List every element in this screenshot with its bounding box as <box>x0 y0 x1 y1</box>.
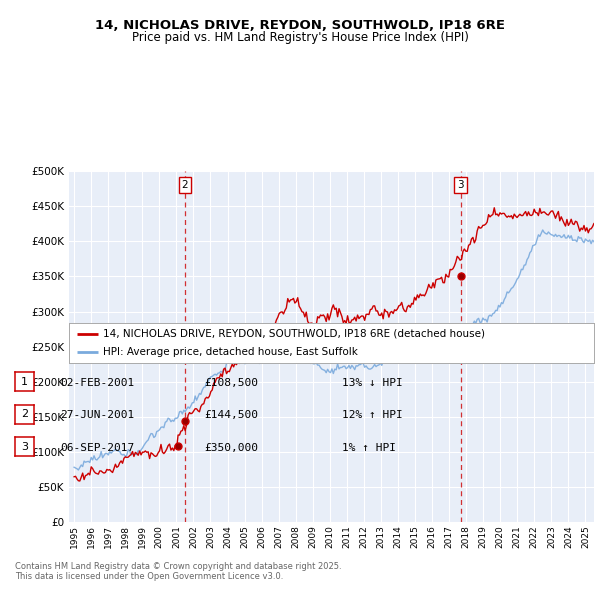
Text: £108,500: £108,500 <box>204 378 258 388</box>
Text: 1% ↑ HPI: 1% ↑ HPI <box>342 443 396 453</box>
Text: 3: 3 <box>21 442 28 451</box>
Text: Price paid vs. HM Land Registry's House Price Index (HPI): Price paid vs. HM Land Registry's House … <box>131 31 469 44</box>
Text: 3: 3 <box>457 180 464 190</box>
Text: 2: 2 <box>21 409 28 419</box>
Text: 12% ↑ HPI: 12% ↑ HPI <box>342 411 403 420</box>
Text: 27-JUN-2001: 27-JUN-2001 <box>60 411 134 420</box>
Text: 13% ↓ HPI: 13% ↓ HPI <box>342 378 403 388</box>
Text: £144,500: £144,500 <box>204 411 258 420</box>
Text: 06-SEP-2017: 06-SEP-2017 <box>60 443 134 453</box>
Text: 1: 1 <box>21 377 28 386</box>
Text: 2: 2 <box>181 180 188 190</box>
Text: 02-FEB-2001: 02-FEB-2001 <box>60 378 134 388</box>
Text: Contains HM Land Registry data © Crown copyright and database right 2025.
This d: Contains HM Land Registry data © Crown c… <box>15 562 341 581</box>
Text: HPI: Average price, detached house, East Suffolk: HPI: Average price, detached house, East… <box>103 347 358 357</box>
Text: 14, NICHOLAS DRIVE, REYDON, SOUTHWOLD, IP18 6RE: 14, NICHOLAS DRIVE, REYDON, SOUTHWOLD, I… <box>95 19 505 32</box>
Text: £350,000: £350,000 <box>204 443 258 453</box>
Text: 14, NICHOLAS DRIVE, REYDON, SOUTHWOLD, IP18 6RE (detached house): 14, NICHOLAS DRIVE, REYDON, SOUTHWOLD, I… <box>103 329 485 339</box>
